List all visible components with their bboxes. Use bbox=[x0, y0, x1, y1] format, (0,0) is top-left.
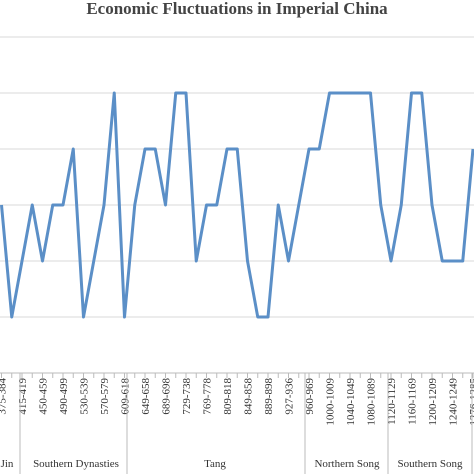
x-tick-label: 570-579 bbox=[99, 378, 111, 415]
x-tick-label: 1200-1209 bbox=[427, 378, 439, 426]
x-tick-label: 889-898 bbox=[263, 378, 275, 415]
x-tick-label: 729-738 bbox=[181, 378, 193, 415]
line-series bbox=[0, 91, 474, 319]
group-label: Tang bbox=[204, 458, 226, 470]
x-tick-label: 1120-1129 bbox=[386, 378, 398, 425]
x-tick-label: 415-419 bbox=[17, 378, 29, 415]
x-tick-label: 1160-1169 bbox=[407, 378, 419, 425]
group-label: Northern Song bbox=[314, 458, 380, 470]
x-tick-label: 809-818 bbox=[222, 378, 234, 415]
group-label: Southern Song bbox=[397, 458, 463, 470]
x-tick-label: 1240-1249 bbox=[448, 378, 460, 426]
x-tick-label: 490-499 bbox=[58, 378, 70, 415]
x-tick-label: 1080-1089 bbox=[366, 378, 378, 426]
x-tick-label: 609-618 bbox=[120, 378, 132, 415]
x-tick-label: 530-539 bbox=[79, 378, 91, 415]
x-tick-label: 1040-1049 bbox=[345, 378, 357, 426]
x-tick-label: 1276-1285 bbox=[468, 378, 474, 426]
group-label: Jin bbox=[1, 458, 14, 470]
x-tick-label: 769-778 bbox=[202, 378, 214, 415]
x-tick-label: 450-459 bbox=[38, 378, 50, 415]
chart-title: Economic Fluctuations in Imperial China bbox=[86, 0, 388, 18]
x-tick-label: 375-384 bbox=[0, 378, 9, 415]
x-tick-label: 849-858 bbox=[243, 378, 255, 415]
x-tick-label: 1000-1009 bbox=[325, 378, 337, 426]
x-tick-label: 960-969 bbox=[304, 378, 316, 415]
x-tick-label: 689-698 bbox=[161, 378, 173, 415]
group-label: Southern Dynasties bbox=[33, 458, 119, 470]
x-tick-label: 649-658 bbox=[140, 378, 152, 415]
x-tick-label: 927-936 bbox=[284, 378, 296, 415]
